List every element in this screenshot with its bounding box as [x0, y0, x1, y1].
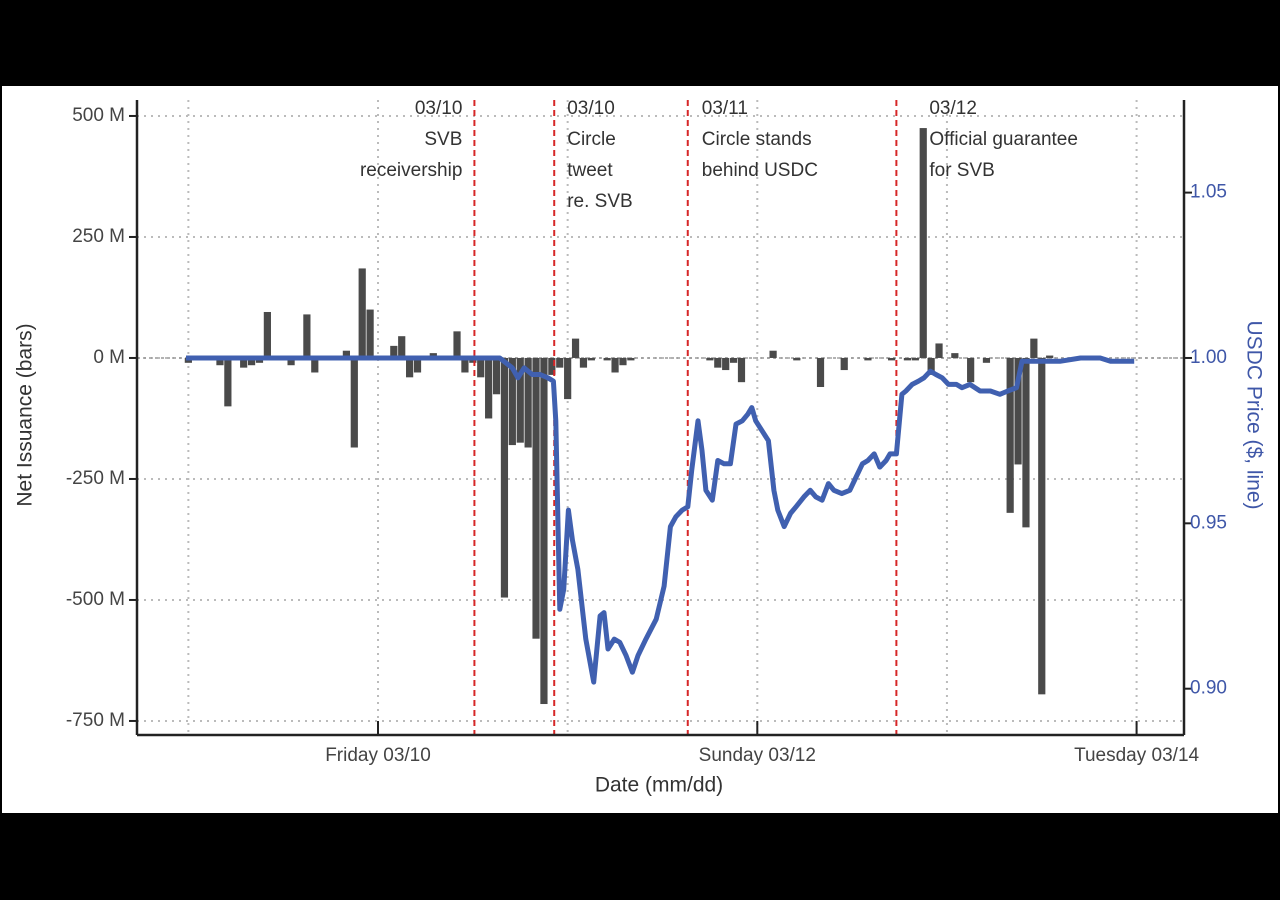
- x-tick-label: Tuesday 03/14: [1074, 745, 1199, 766]
- plot-background: [2, 86, 1278, 813]
- price-line: [186, 355, 1135, 685]
- bar: [769, 350, 777, 358]
- y-tick-label: -750 M: [66, 710, 125, 731]
- bar: [398, 336, 406, 358]
- bar: [413, 357, 422, 373]
- bar: [571, 338, 580, 358]
- bar: [287, 357, 295, 366]
- bar: [532, 357, 540, 639]
- bar: [951, 353, 959, 358]
- event-label: 03/12: [929, 98, 977, 119]
- bar: [935, 343, 943, 358]
- bar: [793, 357, 801, 361]
- y2-axis-label: USDC Price ($, line): [1242, 320, 1265, 509]
- bar: [864, 357, 872, 361]
- bar: [492, 357, 501, 395]
- event-label: tweet: [567, 160, 613, 181]
- y2-tick-label: 1.05: [1190, 182, 1227, 203]
- bar: [816, 357, 825, 388]
- bar: [350, 357, 358, 448]
- bar: [516, 357, 524, 443]
- y-tick-label: -500 M: [66, 589, 125, 610]
- bar: [358, 268, 366, 358]
- bar: [556, 357, 564, 368]
- bar: [303, 314, 311, 358]
- y-axis-label: Net Issuance (bars): [14, 323, 37, 506]
- bar: [714, 357, 722, 368]
- bar: [579, 357, 588, 368]
- event-label: Circle stands: [702, 129, 812, 150]
- bar: [603, 357, 611, 361]
- bar: [224, 357, 232, 407]
- x-axis-label: Date (mm/dd): [595, 774, 723, 797]
- bar: [706, 357, 714, 361]
- bar: [477, 357, 485, 378]
- bar: [508, 357, 516, 446]
- bar: [240, 357, 248, 368]
- bar: [540, 357, 548, 705]
- bar: [982, 357, 991, 363]
- y-tick-label: 500 M: [72, 105, 125, 126]
- bar: [967, 357, 975, 383]
- bar: [390, 345, 398, 358]
- bar: [1006, 357, 1014, 513]
- bar: [587, 357, 595, 361]
- bar: [1046, 355, 1054, 358]
- bar: [500, 357, 509, 598]
- bar: [1022, 357, 1030, 528]
- event-label: re. SVB: [567, 191, 632, 212]
- event-label: Official guarantee: [929, 129, 1078, 150]
- bar: [919, 128, 927, 358]
- x-tick-label: Sunday 03/12: [699, 745, 816, 766]
- bar: [1030, 338, 1038, 358]
- y2-tick-label: 0.90: [1190, 678, 1227, 699]
- bar: [737, 357, 746, 383]
- event-label: Circle: [567, 129, 616, 150]
- bar: [485, 357, 493, 419]
- bar: [722, 357, 730, 371]
- x-tick-label: Friday 03/10: [325, 745, 431, 766]
- bar: [619, 357, 627, 366]
- bar: [888, 357, 896, 361]
- y-tick-label: -250 M: [66, 468, 125, 489]
- bar: [564, 357, 572, 400]
- y-tick-label: 250 M: [72, 226, 125, 247]
- bar: [911, 357, 919, 361]
- event-label: 03/11: [702, 98, 748, 119]
- bar: [524, 357, 532, 448]
- y-tick-label: 0 M: [93, 347, 125, 368]
- event-label: for SVB: [929, 160, 994, 181]
- bar: [247, 357, 256, 366]
- bar: [903, 357, 912, 361]
- bar: [927, 357, 935, 375]
- bar: [366, 309, 374, 358]
- event-label: SVB: [424, 129, 462, 150]
- bar: [406, 357, 414, 378]
- y2-tick-label: 1.00: [1190, 347, 1227, 368]
- bar: [311, 357, 319, 373]
- bar: [840, 357, 848, 371]
- event-label: behind USDC: [702, 160, 818, 181]
- bar: [1038, 357, 1046, 695]
- event-label: 03/10: [567, 98, 615, 119]
- bar: [263, 311, 271, 358]
- bar: [627, 357, 635, 361]
- bar: [1014, 357, 1022, 465]
- bar: [729, 357, 738, 363]
- y2-tick-label: 0.95: [1190, 512, 1227, 533]
- bar: [342, 350, 350, 358]
- event-label: receivership: [360, 160, 462, 181]
- event-label: 03/10: [415, 98, 463, 119]
- bar: [461, 357, 469, 373]
- bar: [548, 357, 556, 375]
- bar: [611, 357, 619, 373]
- bar: [216, 357, 224, 366]
- bar: [453, 331, 461, 358]
